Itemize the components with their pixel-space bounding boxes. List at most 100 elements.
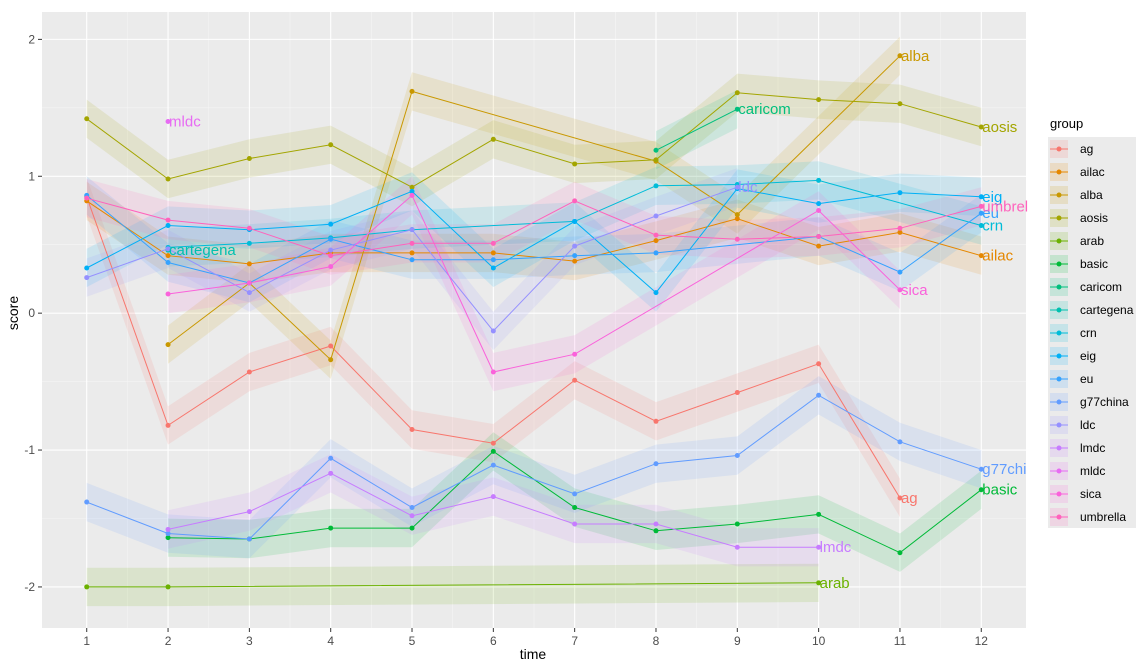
point-ag [734, 390, 740, 396]
point-ag [816, 361, 822, 367]
line-aosis [86, 92, 982, 188]
x-tick-label: 2 [165, 634, 172, 648]
legend-item-arab: arab [1050, 232, 1104, 250]
point-ag [490, 440, 496, 446]
legend-item-sica: sica [1050, 485, 1102, 503]
band-eig [86, 169, 982, 312]
y-tick-label: -1 [24, 443, 35, 457]
legend-item-g77china: g77china [1050, 393, 1129, 411]
point-eu [897, 269, 903, 275]
point-alba [165, 342, 171, 348]
point-crn [246, 240, 252, 246]
legend-key-point [1056, 353, 1062, 359]
x-tick-label: 9 [734, 634, 741, 648]
point-ldc [165, 246, 171, 252]
legend-key-point [1056, 146, 1062, 152]
point-umbrella [328, 253, 334, 259]
point-eig [816, 201, 822, 207]
point-umbrella [572, 198, 578, 204]
point-basic [490, 448, 496, 454]
point-eig [978, 194, 984, 200]
legend-item-alba: alba [1050, 186, 1103, 204]
point-umbrella [816, 233, 822, 239]
x-tick-label: 10 [812, 634, 826, 648]
point-lmdc [490, 494, 496, 500]
point-eu [409, 257, 415, 263]
point-g77china [734, 453, 740, 459]
legend-key-point [1056, 238, 1062, 244]
legend-item-eu: eu [1050, 370, 1093, 388]
point-sica [816, 207, 822, 213]
legend-label: ailac [1080, 165, 1105, 179]
legend-label: umbrella [1080, 510, 1126, 524]
legend: group ag ailac alba aosis arab basic caricom ca… [1048, 116, 1136, 528]
point-eig [572, 218, 578, 224]
y-tick-label: 1 [28, 169, 35, 183]
point-ailac [897, 229, 903, 235]
legend-item-crn: crn [1050, 324, 1097, 342]
line-g77china [86, 394, 982, 540]
point-basic [734, 521, 740, 527]
y-tick-label: 0 [28, 306, 35, 320]
point-arab [84, 584, 90, 590]
point-alba [328, 357, 334, 363]
band-ailac [86, 181, 982, 283]
point-g77china [490, 462, 496, 468]
point-lmdc [246, 509, 252, 515]
y-tick-label: -2 [24, 580, 35, 594]
point-aosis [328, 142, 334, 148]
point-ag [246, 369, 252, 375]
point-eu [490, 257, 496, 263]
point-eu [653, 250, 659, 256]
legend-key-point [1056, 215, 1062, 221]
point-umbrella [84, 195, 90, 201]
band-aosis [86, 73, 982, 207]
band-umbrella [86, 179, 982, 275]
point-aosis [816, 97, 822, 103]
point-eu [978, 210, 984, 216]
legend-label: alba [1080, 188, 1103, 202]
point-basic [572, 505, 578, 511]
point-ldc [328, 247, 334, 253]
band-lmdc [168, 454, 819, 567]
legend-label: cartegena [1080, 303, 1134, 317]
end-label-ag: ag [901, 490, 918, 507]
point-eu [572, 253, 578, 259]
legend-label: eig [1080, 349, 1096, 363]
legend-item-basic: basic [1050, 255, 1108, 273]
legend-key-point [1056, 514, 1062, 520]
point-sica [165, 291, 171, 297]
legend-key-point [1056, 399, 1062, 405]
end-label-crn: crn [982, 218, 1003, 235]
band-ldc [86, 168, 738, 351]
legend-item-cartegena: cartegena [1050, 301, 1134, 319]
point-ailac [572, 258, 578, 264]
point-aosis [978, 124, 984, 130]
point-umbrella [165, 217, 171, 223]
point-g77china [409, 505, 415, 511]
point-g77china [572, 491, 578, 497]
legend-item-caricom: caricom [1050, 278, 1122, 296]
point-ldc [734, 184, 740, 190]
legend-key-point [1056, 330, 1062, 336]
end-label-eig: eig [982, 189, 1002, 206]
point-ailac [409, 250, 415, 256]
legend-key-point [1056, 468, 1062, 474]
point-ldc [490, 328, 496, 334]
point-ldc [653, 213, 659, 219]
legend-label: sica [1080, 487, 1102, 501]
legend-label: lmdc [1080, 441, 1105, 455]
point-aosis [246, 155, 252, 161]
point-ailac [734, 216, 740, 222]
legend-item-aosis: aosis [1050, 209, 1108, 227]
point-g77china [978, 466, 984, 472]
legend-title: group [1050, 116, 1083, 131]
point-eig [328, 221, 334, 227]
point-sica [897, 287, 903, 293]
legend-key-point [1056, 422, 1062, 428]
x-tick-label: 6 [490, 634, 497, 648]
point-eig [490, 265, 496, 271]
point-aosis [165, 176, 171, 182]
point-lmdc [409, 513, 415, 519]
